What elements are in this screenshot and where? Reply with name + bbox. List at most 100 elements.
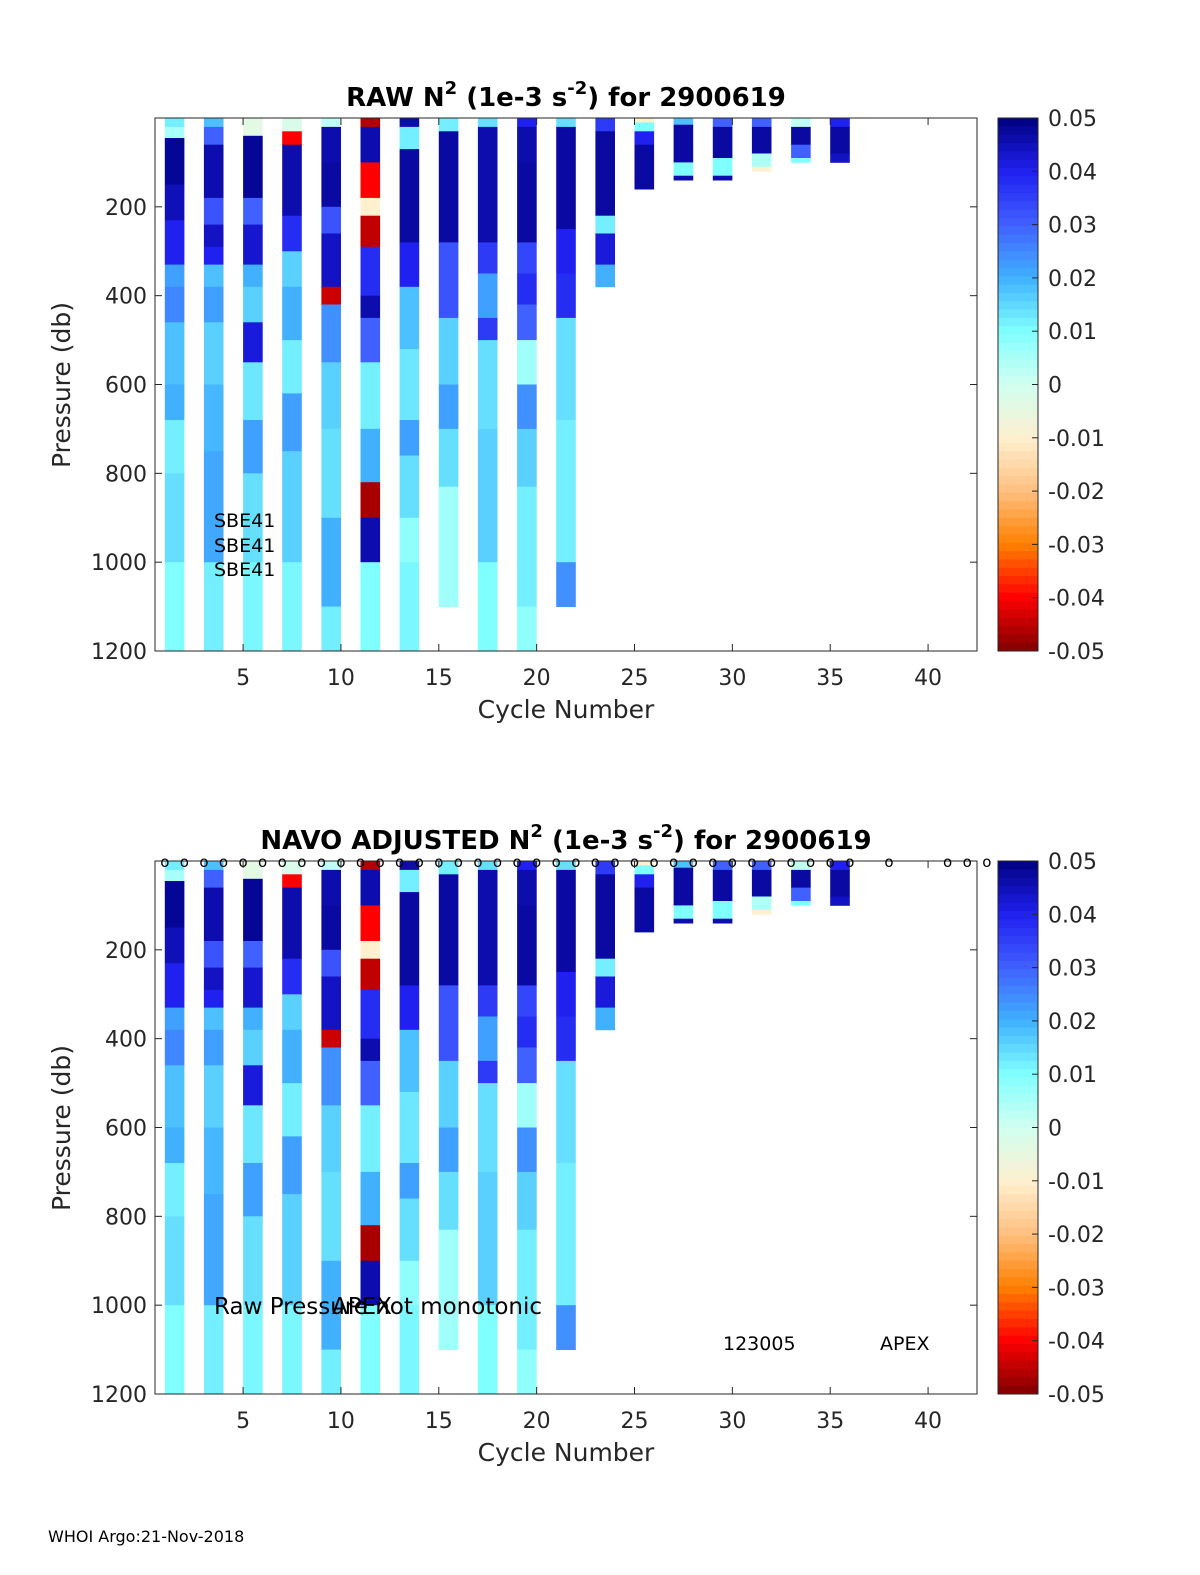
adj-cell-cycle-33.5-1 <box>791 869 811 889</box>
raw-colorbar-step-30 <box>998 367 1038 377</box>
raw-cell-cycle-9.5-1 <box>321 126 341 163</box>
adj-colorbar-label-8: -0.03 <box>1048 1276 1105 1301</box>
adj-cell-cycle-9.5-10 <box>321 1349 341 1395</box>
raw-cell-cycle-29.5-3 <box>712 175 733 181</box>
adj-colorbar-step-32 <box>998 1127 1038 1137</box>
raw-cell-cycle-13.5-8 <box>399 517 420 563</box>
raw-cell-cycle-25.5-3 <box>634 144 655 190</box>
raw-cell-cycle-3.5-10 <box>203 451 224 563</box>
adj-cell-cycle-5.5-7 <box>243 1105 263 1164</box>
adj-colorbar-step-48 <box>998 1260 1038 1270</box>
raw-cell-cycle-1.5-11 <box>164 562 185 652</box>
raw-cell-cycle-9.5-5 <box>321 286 341 305</box>
adj-colorbar-step-27 <box>998 1085 1038 1095</box>
adj-cell-cycle-5.5-4 <box>243 1007 263 1031</box>
adj-qc-marker-cycle-34: o <box>806 853 815 871</box>
adj-xtick-label-40: 40 <box>914 1409 942 1434</box>
raw-cell-cycle-1.5-3 <box>164 184 185 221</box>
adj-qc-marker-cycle-38: o <box>884 853 893 871</box>
raw-cell-cycle-5.5-7 <box>243 362 263 421</box>
adj-title-mid: (1e-3 s <box>543 826 653 856</box>
raw-cell-cycle-29.5-0 <box>712 118 733 128</box>
raw-cell-cycle-21.5-0 <box>556 118 576 128</box>
adj-cell-cycle-13.5-7 <box>399 1198 420 1262</box>
raw-cell-cycle-3.5-8 <box>203 322 224 385</box>
raw-colorbar-step-22 <box>998 301 1038 311</box>
raw-cell-cycle-9.5-6 <box>321 304 341 363</box>
adj-cell-cycle-1.5-4 <box>164 963 185 1008</box>
raw-colorbar-step-29 <box>998 359 1038 369</box>
adj-cell-cycle-17.5-5 <box>477 1060 498 1084</box>
adj-colorbar-label-3: 0.02 <box>1048 1010 1097 1035</box>
adj-cell-cycle-27.5-2 <box>673 905 694 920</box>
adj-colorbar-step-36 <box>998 1160 1038 1170</box>
adj-colorbar-step-41 <box>998 1202 1038 1212</box>
adj-cell-cycle-21.5-3 <box>556 1016 576 1062</box>
raw-colorbar-label-2: 0.03 <box>1048 214 1097 239</box>
adj-cell-cycle-17.5-1 <box>477 869 498 906</box>
adj-cell-cycle-31.5-1 <box>751 869 772 897</box>
adj-cell-cycle-27.5-3 <box>673 918 694 924</box>
raw-colorbar-step-39 <box>998 442 1038 452</box>
adj-cell-cycle-15.5-2 <box>438 985 459 1062</box>
raw-colorbar-step-20 <box>998 284 1038 294</box>
raw-cell-cycle-5.5-6 <box>243 322 263 363</box>
raw-cell-cycle-13.5-2 <box>399 149 420 243</box>
adj-qc-marker-cycle-13: o <box>395 853 404 871</box>
adj-ytick-label-600: 600 <box>105 1117 147 1142</box>
raw-cell-cycle-19.5-0 <box>517 118 537 128</box>
raw-cell-cycle-3.5-1 <box>203 126 224 146</box>
adjusted-colorbar: 0.05 0.04 0.03 0.02 0.01 0 -0.01 -0.02 -0.03 -0.0… <box>997 850 1105 1408</box>
adj-cell-cycle-17.5-4 <box>477 1016 498 1062</box>
raw-cell-cycle-23.5-2 <box>595 215 615 234</box>
raw-cell-cycle-5.5-10 <box>243 562 263 652</box>
adj-ytick-label-1200: 1200 <box>91 1383 147 1408</box>
adj-cell-cycle-17.5-8 <box>477 1305 498 1395</box>
adj-cell-cycle-3.5-10 <box>203 1194 224 1306</box>
raw-colorbar-step-26 <box>998 334 1038 344</box>
raw-cell-cycle-5.5-2 <box>243 197 263 225</box>
adj-colorbar-step-61 <box>998 1369 1038 1378</box>
raw-cell-cycle-27.5-2 <box>673 162 694 177</box>
adj-colorbar-label-1: 0.04 <box>1048 903 1097 928</box>
raw-cell-cycle-1.5-10 <box>164 473 185 563</box>
adj-cell-cycle-7.5-1 <box>282 874 302 888</box>
adjusted-annotation-id: 123005 <box>723 1333 796 1355</box>
adj-ytick-label-200: 200 <box>105 939 147 964</box>
raw-xtick-label-35: 35 <box>816 666 844 691</box>
adj-cell-cycle-31.5-3 <box>751 909 772 915</box>
adj-colorbar-step-19 <box>998 1019 1038 1029</box>
raw-cell-cycle-19.5-7 <box>517 384 537 430</box>
raw-cell-cycle-15.5-3 <box>438 317 459 385</box>
adj-cell-cycle-21.5-4 <box>556 1060 576 1164</box>
raw-cell-cycle-1.5-0 <box>164 118 185 128</box>
raw-colorbar-step-9 <box>998 192 1038 202</box>
adj-qc-marker-cycle-6: o <box>258 853 267 871</box>
adj-cell-cycle-9.5-3 <box>321 949 341 977</box>
raw-cell-cycle-1.5-2 <box>164 138 185 185</box>
raw-ytick-label-400: 400 <box>105 285 147 310</box>
adj-colorbar-label-2: 0.03 <box>1048 957 1097 982</box>
adj-cell-cycle-5.5-6 <box>243 1065 263 1106</box>
raw-cell-cycle-7.5-8 <box>282 451 302 563</box>
raw-cell-cycle-11.5-5 <box>360 246 381 297</box>
raw-cell-cycle-3.5-4 <box>203 224 224 248</box>
raw-cell-cycle-11.5-3 <box>360 197 381 217</box>
adj-colorbar-step-30 <box>998 1110 1038 1120</box>
adj-colorbar-step-16 <box>998 994 1038 1004</box>
raw-colorbar-step-34 <box>998 401 1038 410</box>
raw-cell-cycle-1.5-8 <box>164 384 185 421</box>
adj-qc-marker-cycle-28: o <box>689 853 698 871</box>
raw-title-pre: RAW N <box>346 83 444 113</box>
adj-title-post: ) for 2900619 <box>673 826 872 856</box>
raw-cell-cycle-25.5-0 <box>634 118 655 123</box>
adjusted-annotation-apex-overlap: APEX <box>332 1294 392 1320</box>
raw-cell-cycle-23.5-3 <box>595 233 615 265</box>
raw-cell-cycle-27.5-0 <box>673 118 694 126</box>
adj-cell-cycle-5.5-8 <box>243 1163 263 1217</box>
raw-xtick-label-25: 25 <box>621 666 649 691</box>
raw-colorbar-step-35 <box>998 409 1038 419</box>
adj-qc-marker-cycle-16: o <box>454 853 463 871</box>
adj-cell-cycle-29.5-2 <box>712 901 733 920</box>
adj-cell-cycle-9.5-4 <box>321 976 341 1031</box>
